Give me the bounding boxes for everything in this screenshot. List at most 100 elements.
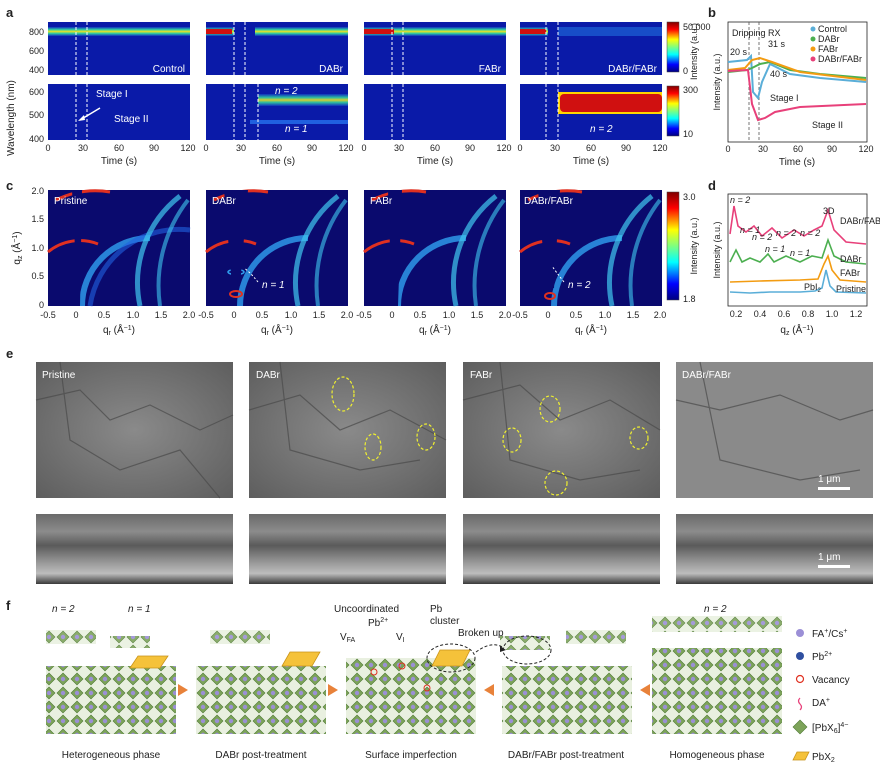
legend-octahedra-icon — [792, 719, 808, 735]
b-trace-control — [727, 53, 867, 101]
c-ylabel: qz (Å−1) — [10, 231, 24, 264]
c-xtick: 0.5 — [414, 310, 427, 320]
legend-fa-cs-icon — [796, 629, 804, 637]
c-xtick: 2.0 — [341, 310, 354, 320]
sem-dabr-fabr — [676, 362, 873, 498]
panel-letter-e: e — [6, 346, 13, 361]
legend-pbx2: PbX2 — [812, 752, 835, 764]
d-ylabel: Intensity (a.u.) — [712, 221, 722, 278]
c-xtick: 2.0 — [499, 310, 512, 320]
c-label-pristine: Pristine — [54, 196, 88, 207]
panel-c-labels: Pristine DABr FABr DABr/FABr n = 1 n = 2 — [54, 196, 591, 291]
b-xtick: 60 — [793, 144, 803, 154]
f-n1-left: n = 1 — [128, 604, 151, 615]
b-stage2: Stage II — [812, 120, 843, 130]
a-xtick: 60 — [430, 143, 440, 153]
a-xlabel: Time (s) — [101, 156, 137, 167]
b-ylabel: Intensity (a.u.) — [712, 53, 722, 110]
a-stage1: Stage I — [96, 89, 128, 100]
legend-da: DA+ — [812, 697, 830, 709]
panel-e-sem-cross: 1 μm — [36, 514, 873, 584]
b-xtick: 30 — [758, 144, 768, 154]
b-legend-dot-fabr — [810, 46, 816, 52]
b-legend-dot-control — [810, 26, 816, 32]
panel-c-giwaxs — [47, 189, 662, 307]
legend-vacancy: Vacancy — [812, 675, 850, 686]
c-xlabel: qr (Å−1) — [103, 323, 135, 337]
b-legend-dabr: DABr — [818, 34, 840, 44]
c-xtick: 0 — [545, 310, 550, 320]
f-pb2: Pb2+ — [368, 617, 388, 629]
heatmap-bottom-dabr-fabr — [520, 84, 662, 140]
a-xtick: 30 — [550, 143, 560, 153]
a-xtick: 0 — [45, 143, 50, 153]
panel-a-annotations: Stage I Stage II n = 2 n = 1 n = 2 — [96, 86, 613, 135]
c-colorbar-label: Intensity (a.u.) — [689, 217, 699, 274]
heatmap-top-dabr-fabr — [520, 22, 662, 75]
panel-a-heatmaps — [48, 22, 662, 140]
f-n2-left: n = 2 — [52, 604, 75, 615]
b-xtick: 0 — [725, 144, 730, 154]
f-caption-surface: Surface imperfection — [365, 750, 457, 761]
colorbar-bottom — [666, 85, 680, 137]
a-ytick-800: 800 — [29, 27, 44, 37]
a-xlabel: Time (s) — [417, 156, 453, 167]
e-scalebar-2 — [818, 565, 850, 568]
panel-b-plot: Intensity (a.u.) Dripping RX 20 s 31 s 4… — [712, 21, 874, 168]
c-xtick: -0.5 — [198, 310, 214, 320]
panel-f-labels: n = 2 n = 1 Uncoordinated Pb2+ Pb cluste… — [52, 604, 727, 644]
b-legend: Control DABr FABr DABr/FABr — [810, 24, 862, 64]
f-caption-dabr: DABr post-treatment — [215, 750, 306, 761]
panel-a-ylabel: Wavelength (nm) — [6, 80, 17, 156]
d-xtick: 0.6 — [778, 309, 791, 319]
f-lattice-homogeneous — [652, 648, 782, 734]
heatmap-bottom-dabr — [206, 84, 348, 140]
c-xlabel: qr (Å−1) — [261, 323, 293, 337]
c-ytick: 0.5 — [31, 271, 44, 281]
xsec-pristine — [36, 514, 233, 584]
a-n1: n = 1 — [285, 124, 308, 135]
panel-e-sem-top: Pristine DABr FABr DABr/FABr 1 μm — [35, 361, 874, 499]
a-xtick: 90 — [621, 143, 631, 153]
xsec-dabr-fabr — [676, 514, 873, 584]
b-dripping: Dripping RX — [732, 28, 781, 38]
d-n2b: n = 2 — [776, 228, 796, 238]
panel-c-xticks: -0.5 0 0.5 1.0 1.5 2.0 -0.5 0 0.5 1.0 1.… — [40, 310, 666, 337]
b-xlabel: Time (s) — [779, 157, 815, 168]
d-pbi: PbI2 — [804, 282, 822, 294]
d-xtick: 1.2 — [850, 309, 863, 319]
colorbar-top-label: Intensity (a.u.) — [689, 23, 699, 80]
a-label-dabr-fabr: DABr/FABr — [608, 64, 658, 75]
a-xtick: 120 — [180, 143, 195, 153]
giwaxs-dabr — [205, 189, 348, 307]
c-ytick: 1.5 — [31, 214, 44, 224]
c-xtick: 1.5 — [471, 310, 484, 320]
f-caption-heterogeneous: Heterogeneous phase — [62, 750, 161, 761]
a-ytick-600b: 600 — [29, 87, 44, 97]
c-xtick: 2.0 — [183, 310, 196, 320]
a-stage2: Stage II — [114, 114, 148, 125]
d-label-dabr-fabr: DABr/FABr — [840, 216, 880, 226]
c-xtick: 1.5 — [627, 310, 640, 320]
f-broken-up: Broken up — [458, 628, 504, 639]
panel-a-column-labels: Control DABr FABr DABr/FABr — [153, 64, 658, 75]
c-xtick: 1.5 — [313, 310, 326, 320]
panel-a-xticks: 0 30 60 90 120 0 30 60 90 120 0 30 60 90… — [45, 143, 667, 167]
c-label-dabr-fabr: DABr/FABr — [524, 196, 574, 207]
d-label-fabr: FABr — [840, 268, 860, 278]
heatmap-top-dabr — [206, 22, 348, 75]
f-uncoordinated: Uncoordinated — [334, 604, 399, 615]
giwaxs-dabr-fabr — [519, 189, 662, 307]
colorbar-bottom-max: 300 — [683, 85, 698, 95]
b-t20: 20 s — [730, 47, 748, 57]
panel-a-colorbars: 50,000 0 Intensity (a.u.) 300 10 — [666, 21, 711, 139]
d-n2c: n = 2 — [800, 228, 820, 238]
heatmap-top-fabr — [364, 22, 506, 75]
b-t40: 40 s — [770, 69, 788, 79]
legend-da-icon — [797, 697, 803, 711]
a-xtick: 0 — [361, 143, 366, 153]
b-legend-dot-dabr-fabr — [810, 56, 816, 62]
colorbar-bottom-min: 10 — [683, 129, 693, 139]
a-xtick: 120 — [652, 143, 667, 153]
d-label-dabr: DABr — [840, 254, 862, 264]
